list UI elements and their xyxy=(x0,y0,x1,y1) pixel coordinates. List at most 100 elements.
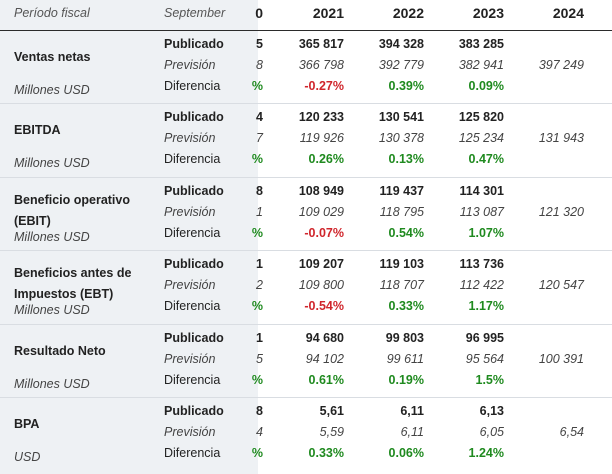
cell-forecast-2021: 109 800 xyxy=(298,278,344,293)
row-label-published: Publicado xyxy=(164,404,224,418)
cell-forecast-2022: 118 707 xyxy=(379,278,424,293)
cell-forecast-2024: 397 249 xyxy=(538,58,584,72)
cell-difference-2022: 0.54% xyxy=(388,225,424,240)
cell-difference-2023: 1.24% xyxy=(468,446,504,460)
metric-name: Beneficio operativo (EBIT) xyxy=(14,192,130,228)
cell-published-2022: 130 541 xyxy=(378,110,424,125)
cell-truncated-difference: % xyxy=(251,225,263,240)
cell-published-2021: 120 233 xyxy=(298,110,344,125)
cell-forecast-2023: 6,05 xyxy=(479,425,504,439)
metric-unit: Millones USD xyxy=(14,376,90,391)
cell-published-2021: 108 949 xyxy=(298,183,344,198)
cell-truncated-forecast: 7 xyxy=(256,131,263,146)
cell-published-2021: 5,61 xyxy=(319,404,344,418)
cell-forecast-2021: 5,59 xyxy=(319,425,344,439)
metric-unit: Millones USD xyxy=(14,156,90,171)
period-label: Período fiscal xyxy=(14,6,90,20)
cell-difference-2021: -0.07% xyxy=(304,225,344,240)
row-label-published: Publicado xyxy=(164,183,224,198)
cell-forecast-2022: 99 611 xyxy=(386,351,424,366)
cell-published-2021: 94 680 xyxy=(305,330,344,345)
row-label-difference: Diferencia xyxy=(164,372,221,387)
cell-forecast-2023: 95 564 xyxy=(465,351,504,366)
metric-name: Resultado Neto xyxy=(14,343,106,358)
row-label-difference: Diferencia xyxy=(164,225,221,240)
cell-difference-2022: 0.39% xyxy=(388,79,424,93)
metric-unit: USD xyxy=(14,450,41,464)
row-label-forecast: Previsión xyxy=(164,278,216,293)
cell-truncated-difference: % xyxy=(251,79,263,93)
cell-published-2022: 99 803 xyxy=(385,330,424,345)
cell-truncated-forecast: 5 xyxy=(256,351,263,366)
cell-published-2023: 125 820 xyxy=(458,110,504,125)
cell-difference-2021: 0.61% xyxy=(308,372,344,387)
cell-difference-2022: 0.06% xyxy=(388,446,424,460)
cell-truncated-forecast: 4 xyxy=(256,425,263,439)
cell-truncated-forecast: 1 xyxy=(256,204,263,219)
cell-forecast-2022: 118 795 xyxy=(379,204,424,219)
row-divider xyxy=(0,250,612,252)
cell-truncated-difference: % xyxy=(251,446,263,460)
cell-published-2022: 6,11 xyxy=(400,404,424,418)
cell-truncated-published: 5 xyxy=(256,37,263,51)
row-label-published: Publicado xyxy=(164,257,224,272)
metric-name: Beneficios antes de Impuestos (EBT) xyxy=(14,266,132,302)
year-header-2023: 2023 xyxy=(472,5,504,21)
cell-difference-2022: 0.13% xyxy=(388,152,424,167)
cell-forecast-2024: 131 943 xyxy=(538,131,584,146)
cell-forecast-2022: 130 378 xyxy=(378,131,424,146)
row-label-difference: Diferencia xyxy=(164,446,221,460)
cell-forecast-2023: 382 941 xyxy=(458,58,504,72)
cell-forecast-2024: 120 547 xyxy=(538,278,584,293)
cell-truncated-difference: % xyxy=(251,152,263,167)
cell-difference-2023: 0.09% xyxy=(468,79,504,93)
cell-truncated-published: 8 xyxy=(256,404,263,418)
cell-difference-2022: 0.33% xyxy=(388,299,424,314)
fiscal-month-label: September xyxy=(164,6,226,20)
cell-forecast-2021: 119 926 xyxy=(299,131,344,146)
metric-name: EBITDA xyxy=(14,123,61,138)
year-header-2022: 2022 xyxy=(392,5,424,21)
cell-truncated-difference: % xyxy=(251,299,263,314)
cell-truncated-forecast: 2 xyxy=(256,278,263,293)
cell-difference-2023: 1.17% xyxy=(468,299,504,314)
cell-truncated-published: 8 xyxy=(256,183,263,198)
row-label-forecast: Previsión xyxy=(164,351,216,366)
row-label-published: Publicado xyxy=(164,110,224,125)
cell-published-2022: 119 103 xyxy=(379,257,425,272)
cell-forecast-2022: 6,11 xyxy=(400,425,424,439)
cell-difference-2021: -0.54% xyxy=(304,299,344,314)
row-label-published: Publicado xyxy=(164,37,224,51)
row-divider xyxy=(0,323,612,325)
row-label-forecast: Previsión xyxy=(164,425,216,439)
cell-forecast-2023: 113 087 xyxy=(459,204,504,219)
row-label-forecast: Previsión xyxy=(164,58,216,72)
cell-forecast-2024: 121 320 xyxy=(538,204,584,219)
cell-truncated-difference: % xyxy=(251,372,263,387)
cell-difference-2021: -0.27% xyxy=(304,79,344,93)
cell-forecast-2021: 366 798 xyxy=(298,58,344,72)
cell-forecast-2022: 392 779 xyxy=(378,58,424,72)
row-divider xyxy=(0,103,612,105)
cell-truncated-published: 4 xyxy=(256,110,263,125)
metric-name: BPA xyxy=(14,417,40,431)
row-label-difference: Diferencia xyxy=(164,79,221,93)
cell-forecast-2024: 100 391 xyxy=(538,351,584,366)
cell-forecast-2021: 109 029 xyxy=(298,204,344,219)
header-divider xyxy=(0,30,612,31)
cell-published-2023: 96 995 xyxy=(465,330,504,345)
cell-difference-2023: 1.07% xyxy=(468,225,504,240)
cell-published-2023: 6,13 xyxy=(479,404,504,418)
cell-published-2023: 113 736 xyxy=(459,257,505,272)
year-header-2024: 2024 xyxy=(552,5,584,21)
cell-truncated-forecast: 8 xyxy=(256,58,263,72)
metric-unit: Millones USD xyxy=(14,83,90,97)
cell-forecast-2023: 112 422 xyxy=(459,278,504,293)
year-header-truncated: 0 xyxy=(255,5,263,21)
cell-published-2021: 109 207 xyxy=(298,257,344,272)
row-label-difference: Diferencia xyxy=(164,152,221,167)
label-panel xyxy=(0,0,258,474)
cell-published-2022: 394 328 xyxy=(378,37,424,51)
row-label-published: Publicado xyxy=(164,330,224,345)
year-header-2021: 2021 xyxy=(312,5,344,21)
